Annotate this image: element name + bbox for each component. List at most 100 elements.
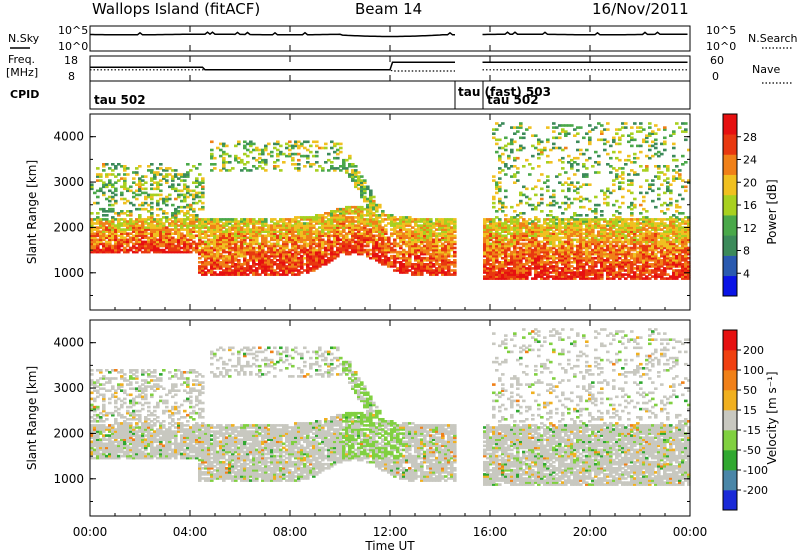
power-cell	[597, 155, 601, 158]
power-cell	[306, 155, 310, 158]
power-cell	[609, 157, 613, 160]
power-cell	[579, 214, 583, 217]
power-cell	[630, 126, 634, 129]
power-cell	[546, 186, 550, 189]
power-cell	[516, 171, 520, 174]
power-cell	[279, 169, 283, 172]
power-cell	[309, 145, 313, 148]
power-cell	[186, 163, 190, 166]
nave-label: Nave	[752, 63, 780, 76]
power-cell	[555, 202, 559, 205]
power-cell	[636, 173, 640, 176]
power-cell	[135, 198, 139, 201]
power-cell	[126, 167, 130, 170]
power-cell	[627, 173, 631, 176]
power-cell	[225, 145, 229, 148]
power-cell	[498, 139, 502, 142]
power-cell	[132, 177, 136, 180]
power-cell	[522, 137, 526, 140]
power-cell	[453, 251, 457, 254]
power-cell	[618, 159, 622, 162]
power-cell	[492, 196, 496, 199]
power-cell	[270, 155, 274, 158]
power-cell	[585, 173, 589, 176]
nsky-label: N.Sky	[8, 32, 40, 45]
power-cell	[597, 171, 601, 174]
power-cell	[549, 161, 553, 164]
power-cell	[588, 124, 592, 127]
power-cell	[624, 163, 628, 166]
power-cell	[600, 124, 604, 127]
power-cell	[186, 186, 190, 189]
power-cell	[213, 167, 217, 170]
power-cell	[144, 188, 148, 191]
power-cell	[354, 165, 358, 168]
power-cell	[96, 202, 100, 205]
freq-label-line1: Freq.	[8, 53, 35, 66]
power-cell	[639, 122, 643, 125]
power-cell	[594, 208, 598, 211]
power-cell	[516, 167, 520, 170]
power-cell	[213, 163, 217, 166]
power-cell	[306, 141, 310, 144]
power-cell	[453, 269, 457, 272]
power-cell	[453, 247, 457, 250]
power-cell	[570, 202, 574, 205]
power-cell	[201, 202, 205, 205]
power-cell	[642, 200, 646, 203]
power-cell	[90, 183, 94, 186]
power-cell	[633, 198, 637, 201]
power-cell	[630, 192, 634, 195]
power-cell	[636, 157, 640, 160]
cpid-frame	[90, 81, 690, 109]
station-title: Wallops Island (fitACF)	[92, 0, 260, 18]
power-cell	[642, 196, 646, 199]
power-cell	[288, 141, 292, 144]
power-cell	[588, 183, 592, 186]
power-cell	[249, 169, 253, 172]
power-cell	[582, 137, 586, 140]
power-cell	[192, 208, 196, 211]
power-cell	[129, 210, 133, 213]
power-cell	[291, 157, 295, 160]
power-cell	[264, 169, 268, 172]
power-cell	[210, 153, 214, 156]
power-cell	[504, 196, 508, 199]
power-cell	[210, 141, 214, 144]
power-cell	[99, 173, 103, 176]
power-cell	[378, 204, 382, 207]
power-cell	[429, 218, 433, 221]
nave-tick-bottom: 0	[712, 70, 719, 83]
date-title: 16/Nov/2011	[592, 0, 689, 18]
power-cell	[102, 169, 106, 172]
power-cell	[297, 167, 301, 170]
power-cell	[570, 181, 574, 184]
power-cell	[159, 163, 163, 166]
power-cell	[498, 218, 502, 221]
power-cell	[195, 177, 199, 180]
power-cell	[165, 179, 169, 182]
power-cell	[360, 175, 364, 178]
power-cell	[201, 186, 205, 189]
power-cell	[492, 202, 496, 205]
power-cell	[525, 188, 529, 191]
power-cell	[492, 175, 496, 178]
power-cell	[591, 165, 595, 168]
power-cell	[537, 218, 541, 221]
power-cell	[621, 167, 625, 170]
power-cell	[522, 165, 526, 168]
power-cell	[339, 151, 343, 154]
power-cell	[558, 173, 562, 176]
power-cell	[231, 167, 235, 170]
power-cell	[201, 206, 205, 209]
power-cell	[630, 179, 634, 182]
power-cell	[600, 214, 604, 217]
power-cell	[384, 228, 388, 231]
power-cell	[189, 169, 193, 172]
power-cell	[228, 161, 232, 164]
power-cell	[606, 128, 610, 131]
power-cell	[96, 212, 100, 215]
power-cell	[126, 173, 130, 176]
power-cell	[552, 190, 556, 193]
power-cell	[327, 153, 331, 156]
